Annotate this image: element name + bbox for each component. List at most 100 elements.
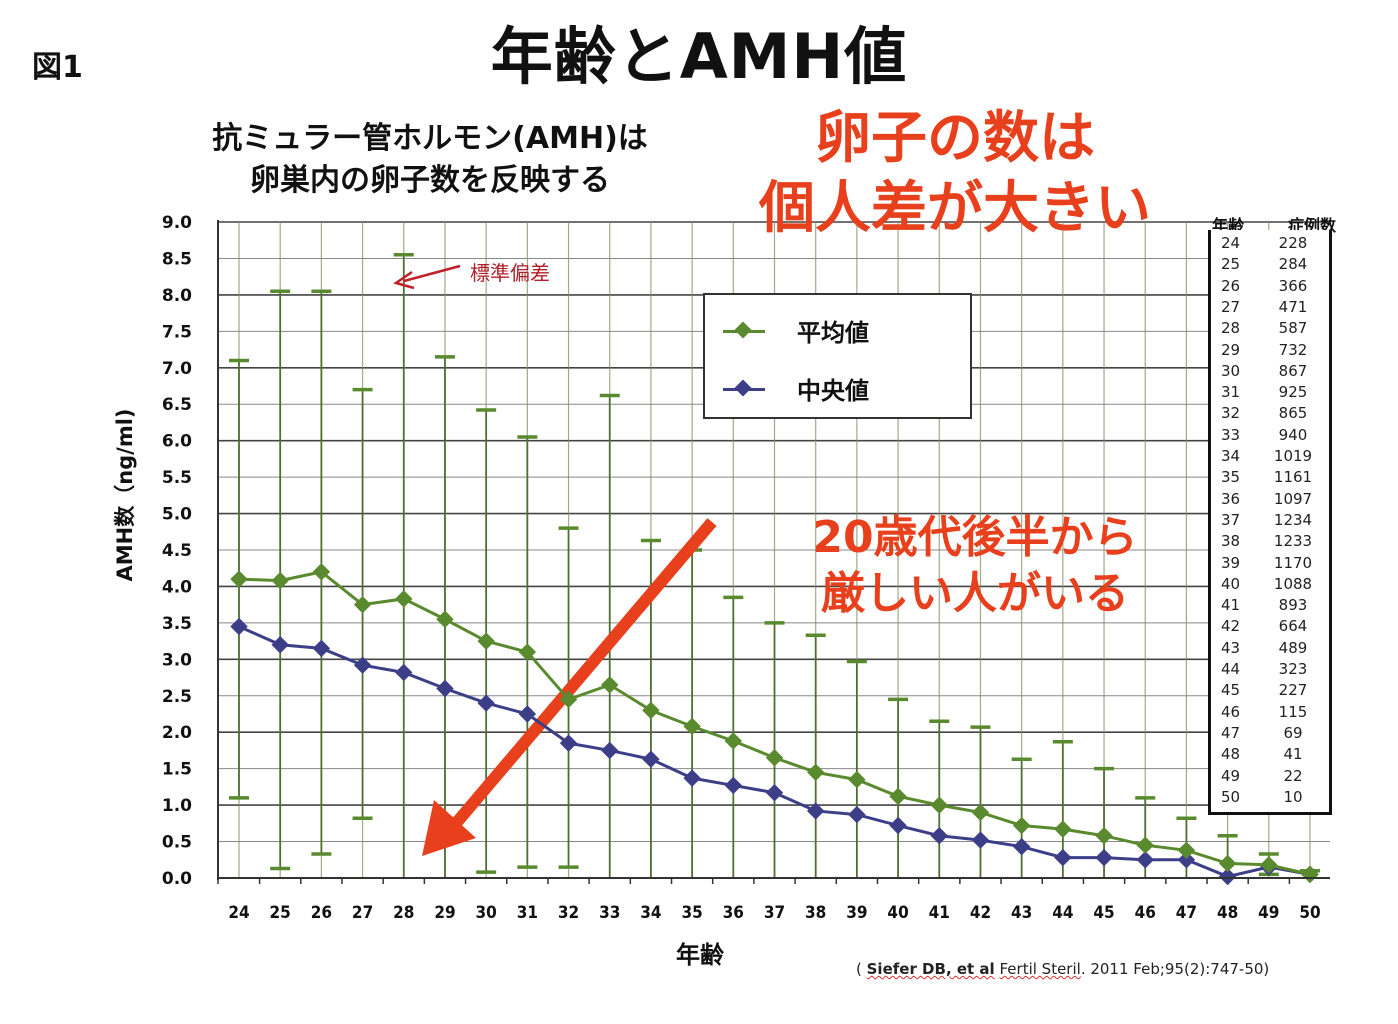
y-tick-label: 4.0	[162, 577, 192, 597]
x-tick-label: 24	[228, 903, 249, 923]
case-count-cell: 865	[1278, 404, 1308, 423]
diamond-marker-icon	[723, 323, 765, 339]
diamond-marker-icon	[724, 776, 743, 795]
annotation-individual-difference: 卵子の数は 個人差が大きい	[705, 104, 1205, 244]
case-age-cell: 34	[1221, 447, 1241, 465]
diamond-marker-icon	[601, 676, 619, 694]
case-age-cell: 44	[1221, 660, 1241, 678]
diamond-marker-icon	[477, 632, 495, 650]
case-age-cell: 48	[1221, 745, 1241, 764]
chart-subtitle: 抗ミュラー管ホルモン(AMH)は 卵巣内の卵子数を反映する	[160, 118, 700, 202]
case-table-row: 27 471	[1221, 298, 1321, 316]
x-tick-label: 38	[805, 903, 826, 923]
citation-detail: . 2011 Feb;95(2):747-50)	[1080, 960, 1270, 978]
case-count-cell: 69	[1283, 723, 1303, 742]
citation: ( Siefer DB, et al Fertil Steril. 2011 F…	[856, 960, 1269, 978]
diamond-marker-icon	[477, 694, 495, 712]
diamond-marker-icon	[1136, 836, 1154, 854]
diamond-marker-icon	[271, 636, 289, 654]
diamond-marker-icon	[271, 571, 289, 590]
diamond-marker-icon	[1054, 820, 1072, 838]
annotation-line: 厳しい人がいる	[821, 568, 1129, 619]
case-count-cell: 664	[1278, 617, 1308, 636]
case-age-cell: 26	[1221, 276, 1241, 295]
sd-pointer-shaft	[403, 264, 461, 283]
x-tick-label: 25	[270, 903, 291, 923]
page-title: 年齢とAMH値	[490, 20, 908, 93]
diamond-marker-icon	[559, 690, 578, 709]
case-table-row: 47 69	[1221, 724, 1321, 742]
chart-axes: 0.0 0.5 1.0 1.5 2.0 2.5 3.0 3.5 4.0 4.5 5.0 5.5 6.0 6…	[162, 213, 1330, 923]
x-tick-label: 34	[640, 903, 661, 923]
x-tick-label: 30	[476, 903, 497, 923]
case-count-cell: 115	[1278, 702, 1308, 721]
diamond-marker-icon	[971, 831, 990, 849]
y-tick-label: 9.0	[162, 213, 192, 233]
arrow-left-icon	[393, 270, 415, 290]
diamond-marker-icon	[436, 679, 454, 698]
case-table-row: 24 228	[1221, 234, 1321, 252]
case-count-cell: 1170	[1273, 553, 1313, 572]
case-count-cell: 284	[1278, 255, 1308, 274]
case-count-cell: 732	[1278, 340, 1308, 359]
case-count-cell: 1097	[1273, 489, 1313, 508]
x-tick-label: 46	[1135, 903, 1156, 923]
citation-journal: Fertil Steril	[999, 960, 1081, 978]
diamond-marker-icon	[848, 770, 866, 789]
x-tick-label: 44	[1052, 903, 1073, 923]
y-tick-label: 6.0	[162, 432, 192, 452]
case-table-row: 31 925	[1221, 383, 1321, 401]
case-age-cell: 24	[1221, 234, 1241, 252]
case-age-cell: 35	[1221, 468, 1241, 487]
chart-legend: 平均値 中央値	[703, 293, 972, 419]
y-tick-label: 7.5	[162, 322, 192, 342]
x-tick-label: 45	[1093, 903, 1114, 923]
diamond-marker-icon	[518, 643, 537, 661]
case-table-row: 46 115	[1221, 703, 1321, 721]
diamond-marker-icon	[723, 381, 765, 397]
diamond-marker-icon	[683, 769, 701, 787]
case-age-cell: 32	[1221, 404, 1241, 423]
y-tick-label: 8.5	[162, 249, 192, 269]
diamond-marker-icon	[1301, 865, 1319, 884]
subtitle-line-1: 抗ミュラー管ホルモン(AMH)は	[212, 121, 648, 156]
diamond-marker-icon	[436, 610, 454, 628]
diamond-marker-icon	[930, 827, 948, 845]
x-tick-label: 37	[764, 903, 785, 923]
diamond-marker-icon	[395, 663, 413, 682]
diamond-marker-icon	[312, 563, 331, 581]
diamond-marker-icon	[1095, 827, 1113, 845]
case-age-cell: 46	[1221, 702, 1241, 721]
case-age-cell: 38	[1221, 532, 1241, 551]
case-count-cell: 41	[1283, 745, 1303, 764]
case-table-row: 40 1088	[1221, 575, 1321, 593]
case-count-cell: 587	[1278, 319, 1308, 338]
y-tick-label: 7.0	[162, 359, 192, 379]
legend-label: 平均値	[797, 319, 869, 347]
diamond-marker-icon	[1012, 816, 1031, 835]
x-tick-label: 48	[1217, 903, 1238, 923]
case-age-cell: 43	[1221, 638, 1241, 657]
y-tick-label: 2.5	[162, 687, 192, 707]
case-table-row: 29 732	[1221, 341, 1321, 359]
diamond-marker-icon	[1177, 841, 1196, 860]
case-table-row: 45 227	[1221, 681, 1321, 699]
annotation-line: 個人差が大きい	[759, 176, 1151, 241]
subtitle-line-2: 卵巣内の卵子数を反映する	[250, 163, 610, 198]
x-tick-label: 36	[723, 903, 744, 923]
case-table-row: 38 1233	[1221, 532, 1321, 550]
diamond-marker-icon	[642, 701, 660, 720]
diamond-marker-icon	[353, 595, 372, 614]
case-age-cell: 50	[1221, 787, 1241, 806]
y-tick-label: 1.5	[162, 760, 192, 780]
case-age-cell: 40	[1221, 574, 1241, 593]
y-tick-label: 5.0	[162, 505, 192, 525]
case-count-cell: 22	[1283, 766, 1303, 785]
legend-item-median: 中央値	[723, 371, 869, 406]
annotation-line: 20歳代後半から	[812, 512, 1138, 563]
diamond-marker-icon	[518, 705, 537, 723]
x-tick-label: 35	[681, 903, 702, 923]
diamond-marker-icon	[559, 734, 578, 752]
case-age-cell: 29	[1221, 340, 1241, 359]
diamond-marker-icon	[230, 617, 248, 636]
